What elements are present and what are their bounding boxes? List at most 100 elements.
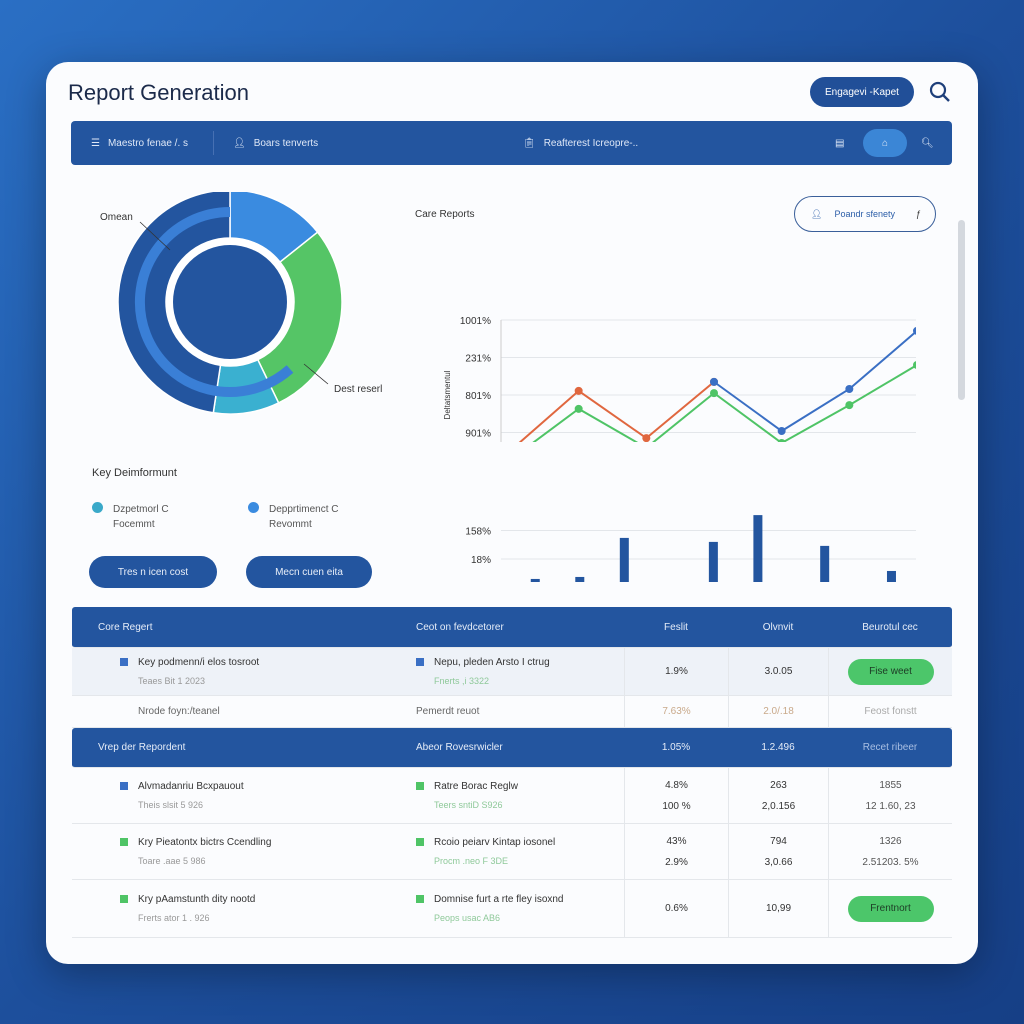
table-cell: Domnise furt a rte fley isoxnd Peops usac… [402, 880, 624, 937]
table-cell: Beurotul cec [862, 621, 918, 633]
table-cell: 263 2,0.156 [728, 768, 828, 823]
table-row[interactable]: Alvmadanriu Bcxpauout Theis slsit 5 926 Ra… [72, 768, 952, 824]
table-cell: Frentnort [828, 880, 952, 937]
table-header[interactable]: Core Regert Ceot on fevdcetorer Feslit Olvn… [72, 607, 952, 648]
table-cell: Core Regert [98, 621, 153, 633]
search-icon[interactable] [928, 80, 952, 104]
line-chart: 08.%901%2.5%801%6.%231%6.%1001%31%16V%26… [443, 316, 916, 442]
report-table: Core Regert Ceot on fevdcetorer Feslit Olvn… [72, 607, 952, 938]
legend-dot [92, 502, 103, 513]
table-cell: Rcoio peiarv Kintap iosonel Procm .neo F … [402, 824, 624, 879]
y-tick-left: 1001% [460, 316, 491, 327]
clipboard-icon: 📋︎ [523, 137, 536, 149]
table-row[interactable]: Nrode foyn:/teanel Pemerdt reuot 7.63% 2.0/… [72, 696, 952, 728]
table-cell: Feost fonstt [828, 696, 952, 727]
table-row[interactable]: Key podmenn/i elos tosroot Teaes Bit 1 20… [72, 648, 952, 696]
callout-line [139, 221, 171, 251]
bar [708, 541, 718, 582]
data-point-green [845, 401, 854, 410]
table-cell: Key podmenn/i elos tosroot Teaes Bit 1 20… [72, 648, 402, 695]
table-cell: 3.0.05 [728, 648, 828, 695]
y-tick: 158% [465, 527, 491, 538]
table-cell: Olvnvit [762, 621, 794, 633]
table-cell: 1855 12 1.60, 23 [828, 768, 952, 823]
status-square-icon [120, 658, 128, 667]
donut-center [173, 245, 287, 359]
table-cell: 7.63% [624, 696, 728, 727]
data-point-orange [642, 434, 651, 442]
action-button[interactable]: Frentnort [847, 895, 934, 922]
table-row[interactable]: Kry Pieatontx bictrs Ccendling Toare .aae… [72, 824, 952, 880]
legend-item: Dzpetmorl C Focemmt [92, 502, 169, 532]
toolbar: ☰ Maestro fenae /. s 👤︎ Boars tenverts 📋︎ R… [71, 121, 952, 165]
department-button-1[interactable]: Tres n icen cost [89, 556, 217, 588]
data-point-blue [777, 427, 786, 435]
bar [753, 515, 763, 582]
table-cell: 10,99 [728, 880, 828, 937]
page-title: Report Generation [68, 80, 249, 105]
legend-item: Depprtimenct C Revommt [248, 502, 338, 532]
action-button[interactable]: Fise weet [847, 658, 934, 685]
status-square-icon [416, 782, 424, 791]
table-cell: 1.05% [661, 742, 691, 753]
line-series-orange [518, 381, 715, 442]
y-tick-left: 801% [465, 391, 491, 402]
user-icon: 👤︎ [233, 137, 246, 149]
home-button[interactable]: ⌂ [863, 129, 907, 157]
table-cell: 4.8% 100 % [624, 768, 728, 823]
table-cell: Kry pAamstunth dity nootd Frerts ator 1 .… [72, 880, 402, 937]
donut-label-bottom: Dest reserl [334, 384, 383, 395]
legend-dot [248, 502, 259, 513]
table-cell: Alvmadanriu Bcxpauout Theis slsit 5 926 [72, 768, 402, 823]
zoom-icon[interactable]: 🔍︎ [921, 137, 934, 149]
y-tick: 18% [471, 555, 491, 566]
table-cell: Ceot on fevdcetorer [416, 621, 504, 633]
callout-line [303, 363, 329, 385]
bar [886, 570, 896, 582]
user-icon: 👤︎ [811, 208, 823, 219]
bar-chart: 026%18%158%12512844A42842342211223423422… [465, 515, 916, 582]
table-cell: 2.0/.18 [728, 696, 828, 727]
table-cell: 0.6% [624, 880, 728, 937]
table-cell: Pemerdt reuot [416, 706, 480, 717]
y-tick-left: 901% [465, 429, 491, 440]
status-square-icon [416, 658, 424, 667]
data-point-green [913, 361, 916, 369]
data-point-green [574, 404, 583, 413]
toolbar-item-1[interactable]: 👤︎ Boars tenverts [233, 137, 319, 149]
bar [820, 545, 830, 582]
table-group-header[interactable]: Vrep der Repordent Abeor Rovesrwicler 1.05… [72, 728, 952, 768]
generate-report-button[interactable]: Engagevi -Kapet [810, 77, 914, 107]
table-cell: Ratre Borac Reglw Teers sntiD S926 [402, 768, 624, 823]
donut-label-top: Omean [100, 212, 133, 223]
data-point-green [777, 439, 786, 442]
table-cell: Feslit [664, 621, 688, 633]
data-point-blue [845, 385, 854, 393]
department-title: Key Deimformunt [92, 467, 177, 479]
y-axis-label: Deltatsmentul [443, 370, 452, 419]
table-cell: 1.9% [624, 648, 728, 695]
bar [619, 537, 629, 582]
list-icon[interactable]: ▤ [835, 137, 845, 149]
table-cell: Nepu, pleden Arsto I ctrug Fnerts ,i 3322 [402, 648, 624, 695]
status-square-icon [120, 895, 128, 904]
status-square-icon [416, 838, 424, 847]
filter-button[interactable]: 👤︎ Poandr sfenety ƒ [794, 196, 936, 232]
report-generation-window: Report Generation Engagevi -Kapet ☰ Maest… [46, 62, 978, 964]
data-point-green [710, 389, 718, 398]
scrollbar[interactable] [958, 220, 965, 400]
home-icon: ⌂ [881, 137, 889, 149]
status-square-icon [120, 838, 128, 847]
toolbar-item-0[interactable]: ☰ Maestro fenae /. s [91, 137, 189, 149]
table-cell: Fise weet [828, 648, 952, 695]
department-button-2[interactable]: Mecn cuen eita [246, 556, 372, 588]
status-square-icon [120, 782, 128, 791]
table-cell: Recet ribeer [862, 742, 918, 753]
table-row[interactable]: Kry pAamstunth dity nootd Frerts ator 1 .… [72, 880, 952, 938]
donut-inner-ring [134, 207, 294, 397]
toolbar-item-2[interactable]: 📋︎ Reafterest Icreopre-.. [523, 137, 639, 149]
bar [575, 576, 585, 582]
table-cell: Vrep der Repordent [98, 742, 186, 753]
data-point-orange [574, 386, 583, 395]
status-square-icon [416, 895, 424, 904]
